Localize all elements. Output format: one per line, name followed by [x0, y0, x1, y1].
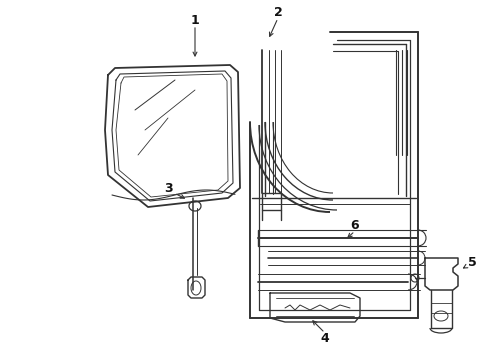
Text: 5: 5: [467, 256, 476, 269]
Text: 2: 2: [273, 5, 282, 18]
Text: 1: 1: [191, 14, 199, 27]
Text: 3: 3: [164, 181, 172, 194]
Text: 4: 4: [320, 332, 329, 345]
Text: 6: 6: [351, 219, 359, 231]
